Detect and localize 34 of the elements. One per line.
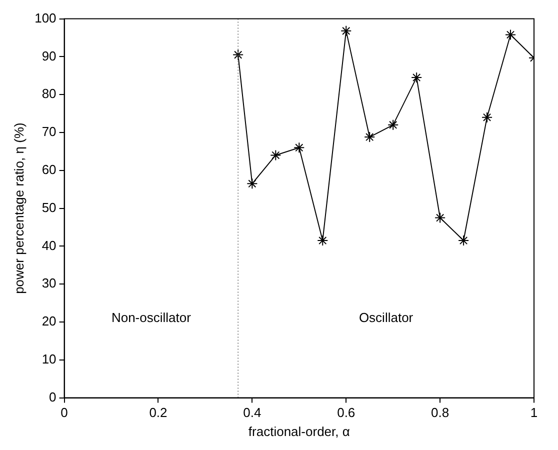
point [246, 178, 258, 190]
point [434, 212, 446, 224]
y-tick-label: 30 [42, 276, 56, 291]
y-tick-label: 10 [42, 351, 56, 366]
x-tick-label: 0.2 [149, 405, 168, 420]
point [232, 49, 244, 60]
y-tick-label: 60 [42, 162, 56, 177]
x-axis-title: fractional-order, α [248, 424, 350, 439]
x-tick-label: 0.4 [243, 405, 262, 420]
x-tick-label: 0.8 [431, 405, 450, 420]
x-tick-label: 1 [530, 405, 538, 420]
annotation: Oscillator [358, 310, 414, 325]
point [505, 29, 516, 40]
point [364, 132, 376, 143]
y-tick-label: 90 [42, 48, 56, 64]
y-tick-label: 50 [42, 200, 56, 215]
point [340, 25, 352, 36]
y-tick-label: 80 [42, 86, 56, 102]
y-tick-label: 70 [42, 124, 56, 140]
y-tick-label: 0 [49, 389, 56, 404]
point [458, 235, 470, 246]
x-tick-label: 0.6 [337, 405, 356, 420]
y-tick-label: 40 [42, 238, 56, 253]
point [411, 72, 422, 84]
y-axis-title: power percentage ratio, η (%) [11, 122, 26, 294]
y-tick-label: 20 [42, 314, 56, 329]
point [294, 142, 305, 154]
point [388, 119, 399, 130]
y-tick-label: 100 [34, 10, 56, 26]
point [270, 150, 282, 161]
point [482, 112, 493, 123]
point [317, 235, 328, 246]
annotation: Non-oscillator [111, 310, 192, 325]
x-tick-label: 0 [60, 405, 68, 420]
